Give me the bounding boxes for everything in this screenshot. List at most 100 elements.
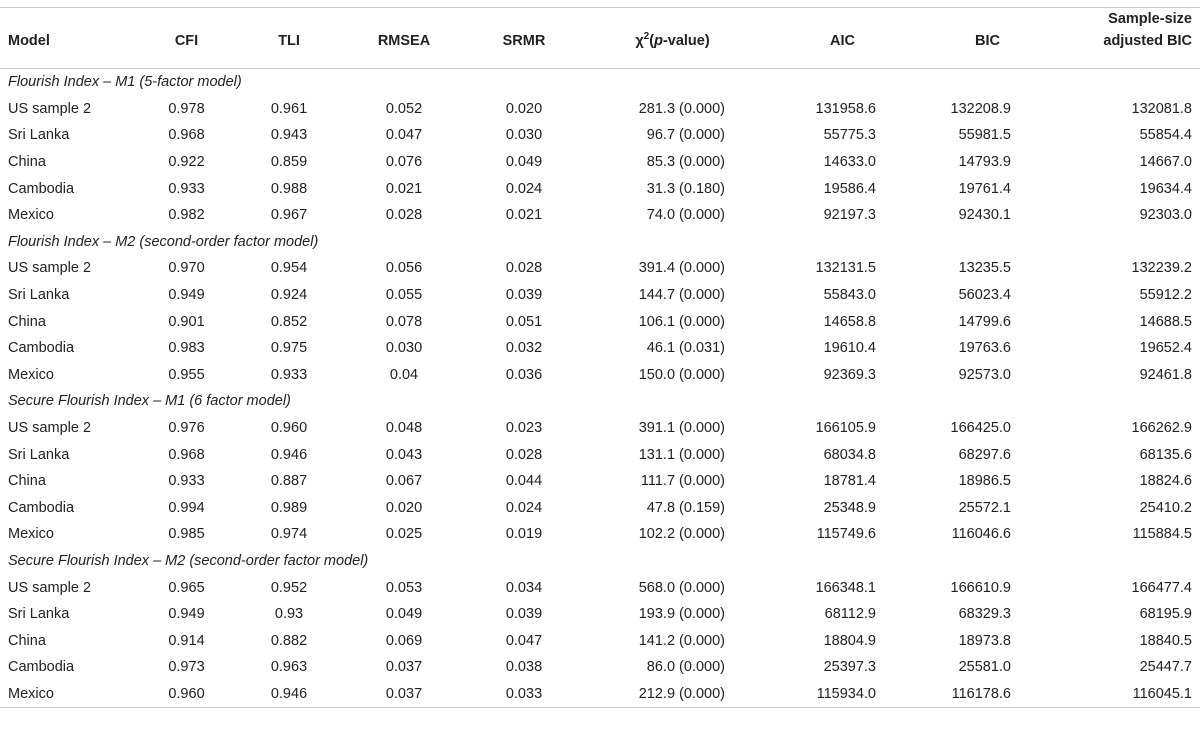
cell-cfi: 0.968 — [168, 446, 205, 463]
cell-chi-square: 281.3 (0.000) — [638, 100, 725, 117]
table-row: Sri Lanka 0.968 0.943 0.047 0.030 96.7 (0.000… — [0, 122, 1200, 149]
table-row: US sample 2 0.970 0.954 0.056 0.028 391.4 (0.… — [0, 255, 1200, 282]
cell-tli: 0.946 — [270, 446, 308, 463]
cell-srmr: 0.039 — [505, 606, 543, 623]
cell-cfi: 0.976 — [168, 420, 205, 437]
cell-srmr: 0.047 — [505, 632, 543, 649]
cell-bic: 19763.6 — [958, 340, 1011, 357]
cell-ssbic: 55912.2 — [1139, 287, 1192, 304]
cell-bic: 92430.1 — [958, 207, 1011, 224]
table-row: Mexico 0.985 0.974 0.025 0.019 102.2 (0.000) 1… — [0, 521, 1200, 548]
fit-indices-table: Model CFI TLI RMSEA SRMR χ2(p-value) AIC… — [0, 7, 1200, 709]
cell-tli: 0.975 — [270, 340, 308, 357]
cell-tli: 0.963 — [270, 659, 308, 676]
section-title: Secure Flourish Index – M1 (6 factor mod… — [8, 393, 291, 410]
cell-aic: 25397.3 — [823, 659, 876, 676]
cell-srmr: 0.039 — [505, 287, 543, 304]
chi-superscript: 2 — [643, 31, 650, 43]
cell-aic: 55843.0 — [823, 287, 876, 304]
cell-chi-square: 96.7 (0.000) — [646, 127, 725, 144]
cell-srmr: 0.021 — [505, 207, 543, 224]
cell-bic: 92573.0 — [958, 366, 1011, 383]
cell-cfi: 0.983 — [168, 340, 205, 357]
cell-tli: 0.924 — [270, 287, 308, 304]
cell-country: Cambodia — [8, 180, 75, 197]
cell-ssbic: 92303.0 — [1139, 207, 1192, 224]
cell-country: China — [8, 154, 46, 171]
cell-cfi: 0.949 — [168, 606, 205, 623]
header-tli: TLI — [278, 33, 300, 49]
cell-chi-square: 74.0 (0.000) — [646, 207, 725, 224]
cell-chi-square: 111.7 (0.000) — [640, 473, 725, 490]
cell-cfi: 0.960 — [135, 680, 238, 709]
cell-ssbic: 19634.4 — [1139, 180, 1192, 197]
cell-ssbic: 25447.7 — [1139, 659, 1192, 676]
cell-chi-square: 131.1 (0.000) — [638, 446, 725, 463]
section-title: Flourish Index – M1 (5-factor model) — [8, 74, 242, 91]
cell-bic: 18973.8 — [958, 632, 1011, 649]
cell-bic: 18986.5 — [958, 473, 1011, 490]
cell-tli: 0.859 — [270, 154, 308, 171]
cell-aic: 68112.9 — [824, 606, 876, 623]
cell-bic: 68297.6 — [958, 446, 1011, 463]
cell-chi-square: 212.9 (0.000) — [580, 680, 765, 709]
cell-tli: 0.882 — [270, 632, 308, 649]
cell-rmsea: 0.037 — [385, 659, 423, 676]
cell-bic: 56023.4 — [958, 287, 1011, 304]
cell-bic: 68329.3 — [958, 606, 1011, 623]
cell-srmr: 0.044 — [505, 473, 543, 490]
cell-ssbic: 115884.5 — [1132, 526, 1192, 543]
cell-rmsea: 0.043 — [385, 446, 423, 463]
cell-cfi: 0.978 — [168, 100, 205, 117]
cell-rmsea: 0.04 — [389, 366, 419, 383]
cell-cfi: 0.933 — [168, 180, 205, 197]
cell-srmr: 0.038 — [505, 659, 543, 676]
cell-srmr: 0.019 — [505, 526, 543, 543]
header-aic: AIC — [830, 33, 855, 49]
cell-country: US sample 2 — [8, 260, 92, 277]
cell-srmr: 0.024 — [505, 499, 543, 516]
cell-ssbic: 18824.6 — [1139, 473, 1192, 490]
cell-rmsea: 0.078 — [385, 313, 423, 330]
cell-chi-square: 141.2 (0.000) — [638, 632, 725, 649]
cell-country: Mexico — [8, 526, 54, 543]
section-header-row: Flourish Index – M1 (5-factor model) — [0, 69, 1200, 96]
cell-bic: 166425.0 — [950, 420, 1011, 437]
chi-p-italic: p — [654, 33, 663, 49]
cell-country: Sri Lanka — [8, 606, 70, 623]
cell-ssbic: 25410.2 — [1139, 499, 1192, 516]
cell-bic: 132208.9 — [950, 100, 1011, 117]
cell-country: China — [8, 473, 46, 490]
cell-aic: 92197.3 — [823, 207, 876, 224]
cell-country: Cambodia — [8, 499, 75, 516]
cell-ssbic: 18840.5 — [1139, 632, 1192, 649]
table-row: China 0.933 0.887 0.067 0.044 111.7 (0.000) 18… — [0, 468, 1200, 495]
cell-rmsea: 0.021 — [385, 180, 423, 197]
cell-aic: 14658.8 — [823, 313, 876, 330]
cell-bic: 13235.5 — [958, 260, 1011, 277]
cell-bic: 14799.6 — [958, 313, 1011, 330]
cell-srmr: 0.033 — [468, 680, 580, 709]
cell-srmr: 0.032 — [505, 340, 543, 357]
table-body: Flourish Index – M1 (5-factor model) US s… — [0, 69, 1200, 709]
cell-rmsea: 0.025 — [385, 526, 423, 543]
cell-rmsea: 0.028 — [385, 207, 423, 224]
cell-cfi: 0.985 — [168, 526, 205, 543]
cell-srmr: 0.036 — [505, 366, 543, 383]
cell-cfi: 0.965 — [168, 579, 205, 596]
section-header-row: Flourish Index – M2 (second-order factor… — [0, 229, 1200, 256]
table-row: Mexico 0.982 0.967 0.028 0.021 74.0 (0.000) 92… — [0, 202, 1200, 229]
cell-srmr: 0.030 — [505, 127, 543, 144]
cell-srmr: 0.020 — [505, 100, 543, 117]
cell-tli: 0.946 — [238, 680, 340, 709]
section-header-row: Secure Flourish Index – M2 (second-order… — [0, 548, 1200, 575]
cell-rmsea: 0.069 — [385, 632, 423, 649]
cell-ssbic: 166477.4 — [1131, 579, 1192, 596]
cell-tli: 0.960 — [270, 420, 308, 437]
cell-country: Cambodia — [8, 340, 75, 357]
cell-srmr: 0.023 — [505, 420, 543, 437]
cell-aic: 18804.9 — [823, 632, 876, 649]
chi-symbol: χ — [635, 33, 644, 49]
cell-tli: 0.887 — [270, 473, 308, 490]
cell-tli: 0.967 — [270, 207, 308, 224]
